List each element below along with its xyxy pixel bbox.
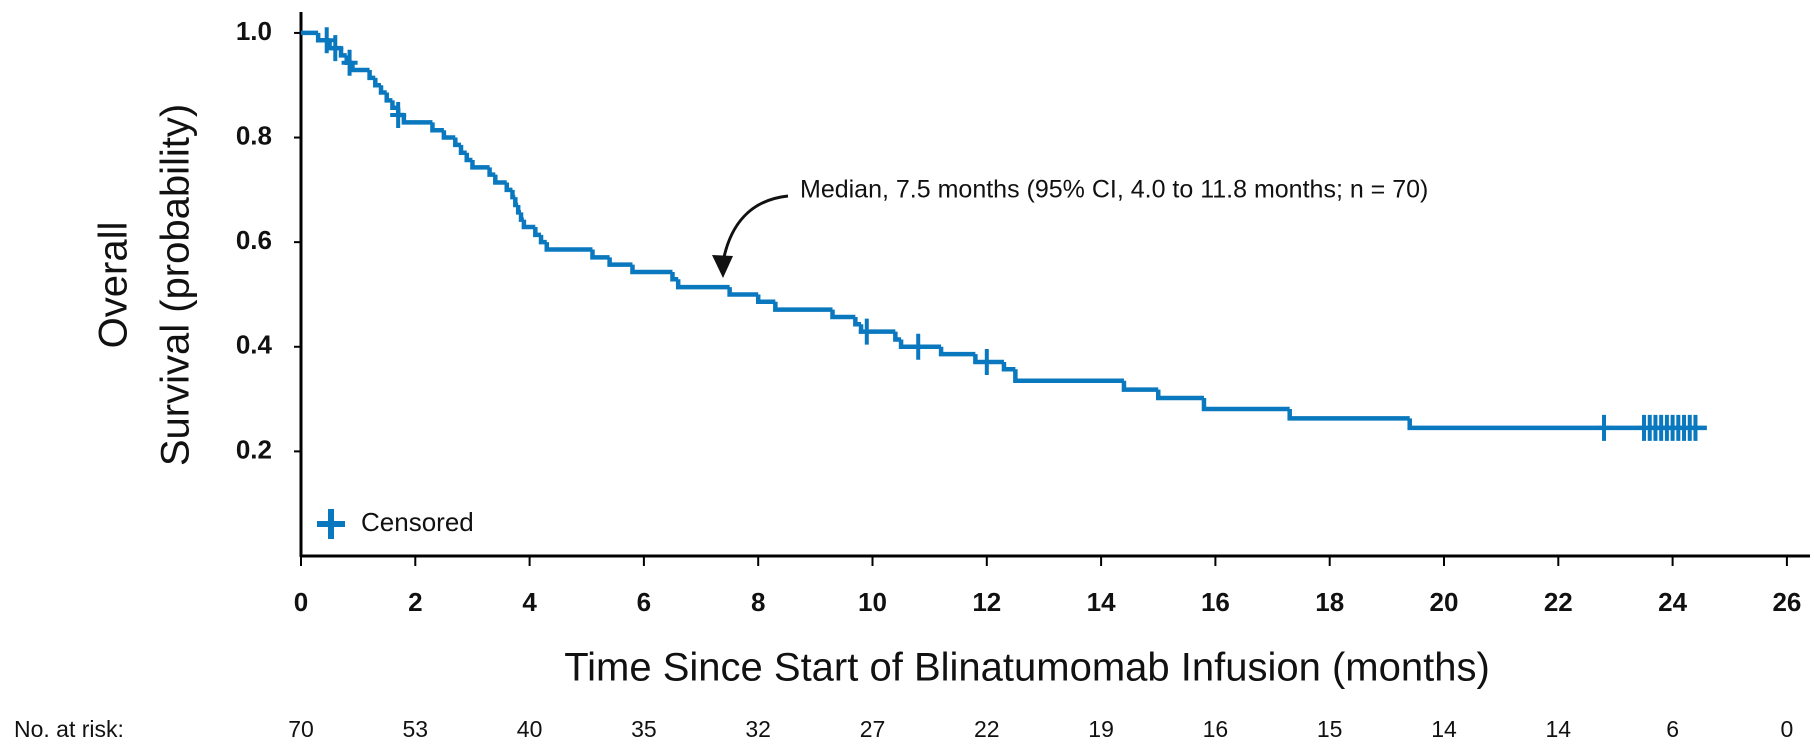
x-tick-label: 20 <box>1430 587 1459 617</box>
survival-step <box>458 144 467 155</box>
x-tick-label: 4 <box>522 587 537 617</box>
risk-value: 14 <box>1431 716 1457 742</box>
survival-step <box>470 160 490 170</box>
survival-step <box>1121 380 1159 392</box>
risk-value: 16 <box>1203 716 1229 742</box>
survival-step <box>453 137 462 148</box>
risk-value: 40 <box>517 716 543 742</box>
x-tick-label: 0 <box>294 587 308 617</box>
x-tick-label: 18 <box>1315 587 1344 617</box>
survival-step <box>378 85 387 95</box>
survival-step <box>830 309 856 320</box>
x-tick-label: 12 <box>972 587 1001 617</box>
survival-step <box>538 234 547 245</box>
survival-step <box>1001 361 1016 372</box>
survival-step <box>893 331 902 342</box>
annotation-arrow <box>721 194 789 263</box>
survival-step <box>493 174 507 185</box>
survival-step <box>350 62 370 73</box>
survival-step <box>367 70 376 81</box>
censor-mark <box>978 348 995 375</box>
survival-step <box>773 301 833 312</box>
x-tick-label: 2 <box>408 587 422 617</box>
annotation-arrowhead <box>712 255 733 278</box>
survival-step <box>675 279 730 290</box>
x-axis-title: Time Since Start of Blinatumomab Infusio… <box>564 646 1490 690</box>
x-tick-label: 16 <box>1201 587 1230 617</box>
legend-marker <box>317 509 345 539</box>
survival-step <box>373 77 382 88</box>
censor-mark <box>1596 414 1613 441</box>
survival-step <box>441 130 456 140</box>
survival-step <box>430 122 444 133</box>
y-tick-label: 0.8 <box>236 120 272 150</box>
censor-mark <box>910 333 927 360</box>
survival-step <box>1156 389 1204 401</box>
survival-step <box>510 189 516 200</box>
y-axis-title: Overall <box>92 222 136 349</box>
survival-step <box>504 182 513 193</box>
survival-step <box>755 294 776 305</box>
survival-step <box>515 205 522 215</box>
risk-value: 14 <box>1546 716 1572 742</box>
risk-value: 15 <box>1317 716 1343 742</box>
survival-step <box>513 197 519 208</box>
censor-mark <box>341 49 358 76</box>
x-tick-label: 22 <box>1544 587 1573 617</box>
survival-step <box>607 257 633 267</box>
survival-step <box>1013 369 1124 384</box>
annotation: Median, 7.5 months (95% CI, 4.0 to 11.8 … <box>800 176 1428 204</box>
risk-value: 32 <box>745 716 771 742</box>
x-tick-label: 10 <box>858 587 887 617</box>
survival-step <box>521 219 536 230</box>
survival-step <box>590 249 610 260</box>
survival-step <box>464 152 473 163</box>
censor-mark <box>1687 414 1704 441</box>
survival-step <box>1201 398 1290 412</box>
survival-step <box>898 339 942 350</box>
y-tick-label: 0.4 <box>236 330 273 360</box>
x-tick-label: 6 <box>637 587 651 617</box>
censor-mark <box>858 318 875 345</box>
survival-step <box>670 271 679 282</box>
y-tick-label: 1.0 <box>236 16 272 46</box>
risk-value: 22 <box>974 716 1000 742</box>
survival-step <box>853 316 862 327</box>
risk-value: 35 <box>631 716 657 742</box>
x-tick-label: 14 <box>1087 587 1116 617</box>
risk-value: 0 <box>1781 716 1794 742</box>
survival-step <box>630 264 673 275</box>
x-tick-label: 24 <box>1658 587 1687 617</box>
survival-step <box>384 92 393 103</box>
y-tick-label: 0.2 <box>236 434 272 464</box>
risk-label: No. at risk: <box>14 716 124 742</box>
censor-mark <box>318 27 335 54</box>
censor-mark <box>327 35 344 62</box>
survival-step <box>938 346 976 357</box>
y-tick-label: 0.6 <box>236 225 272 255</box>
y-axis-title: Survival (probability) <box>154 104 198 466</box>
survival-step <box>401 115 433 125</box>
survival-step <box>1287 409 1410 421</box>
risk-value: 53 <box>403 716 429 742</box>
legend-label: Censored <box>361 507 474 537</box>
survival-step <box>533 226 542 238</box>
risk-value: 27 <box>860 716 886 742</box>
censor-mark <box>390 102 407 129</box>
x-tick-label: 26 <box>1772 587 1801 617</box>
survival-step <box>518 212 524 222</box>
survival-step <box>544 242 593 252</box>
survival-step <box>727 287 759 297</box>
risk-value: 6 <box>1666 716 1679 742</box>
survival-step <box>487 167 496 177</box>
risk-value: 19 <box>1088 716 1114 742</box>
risk-value: 70 <box>288 716 314 742</box>
x-tick-label: 8 <box>751 587 765 617</box>
